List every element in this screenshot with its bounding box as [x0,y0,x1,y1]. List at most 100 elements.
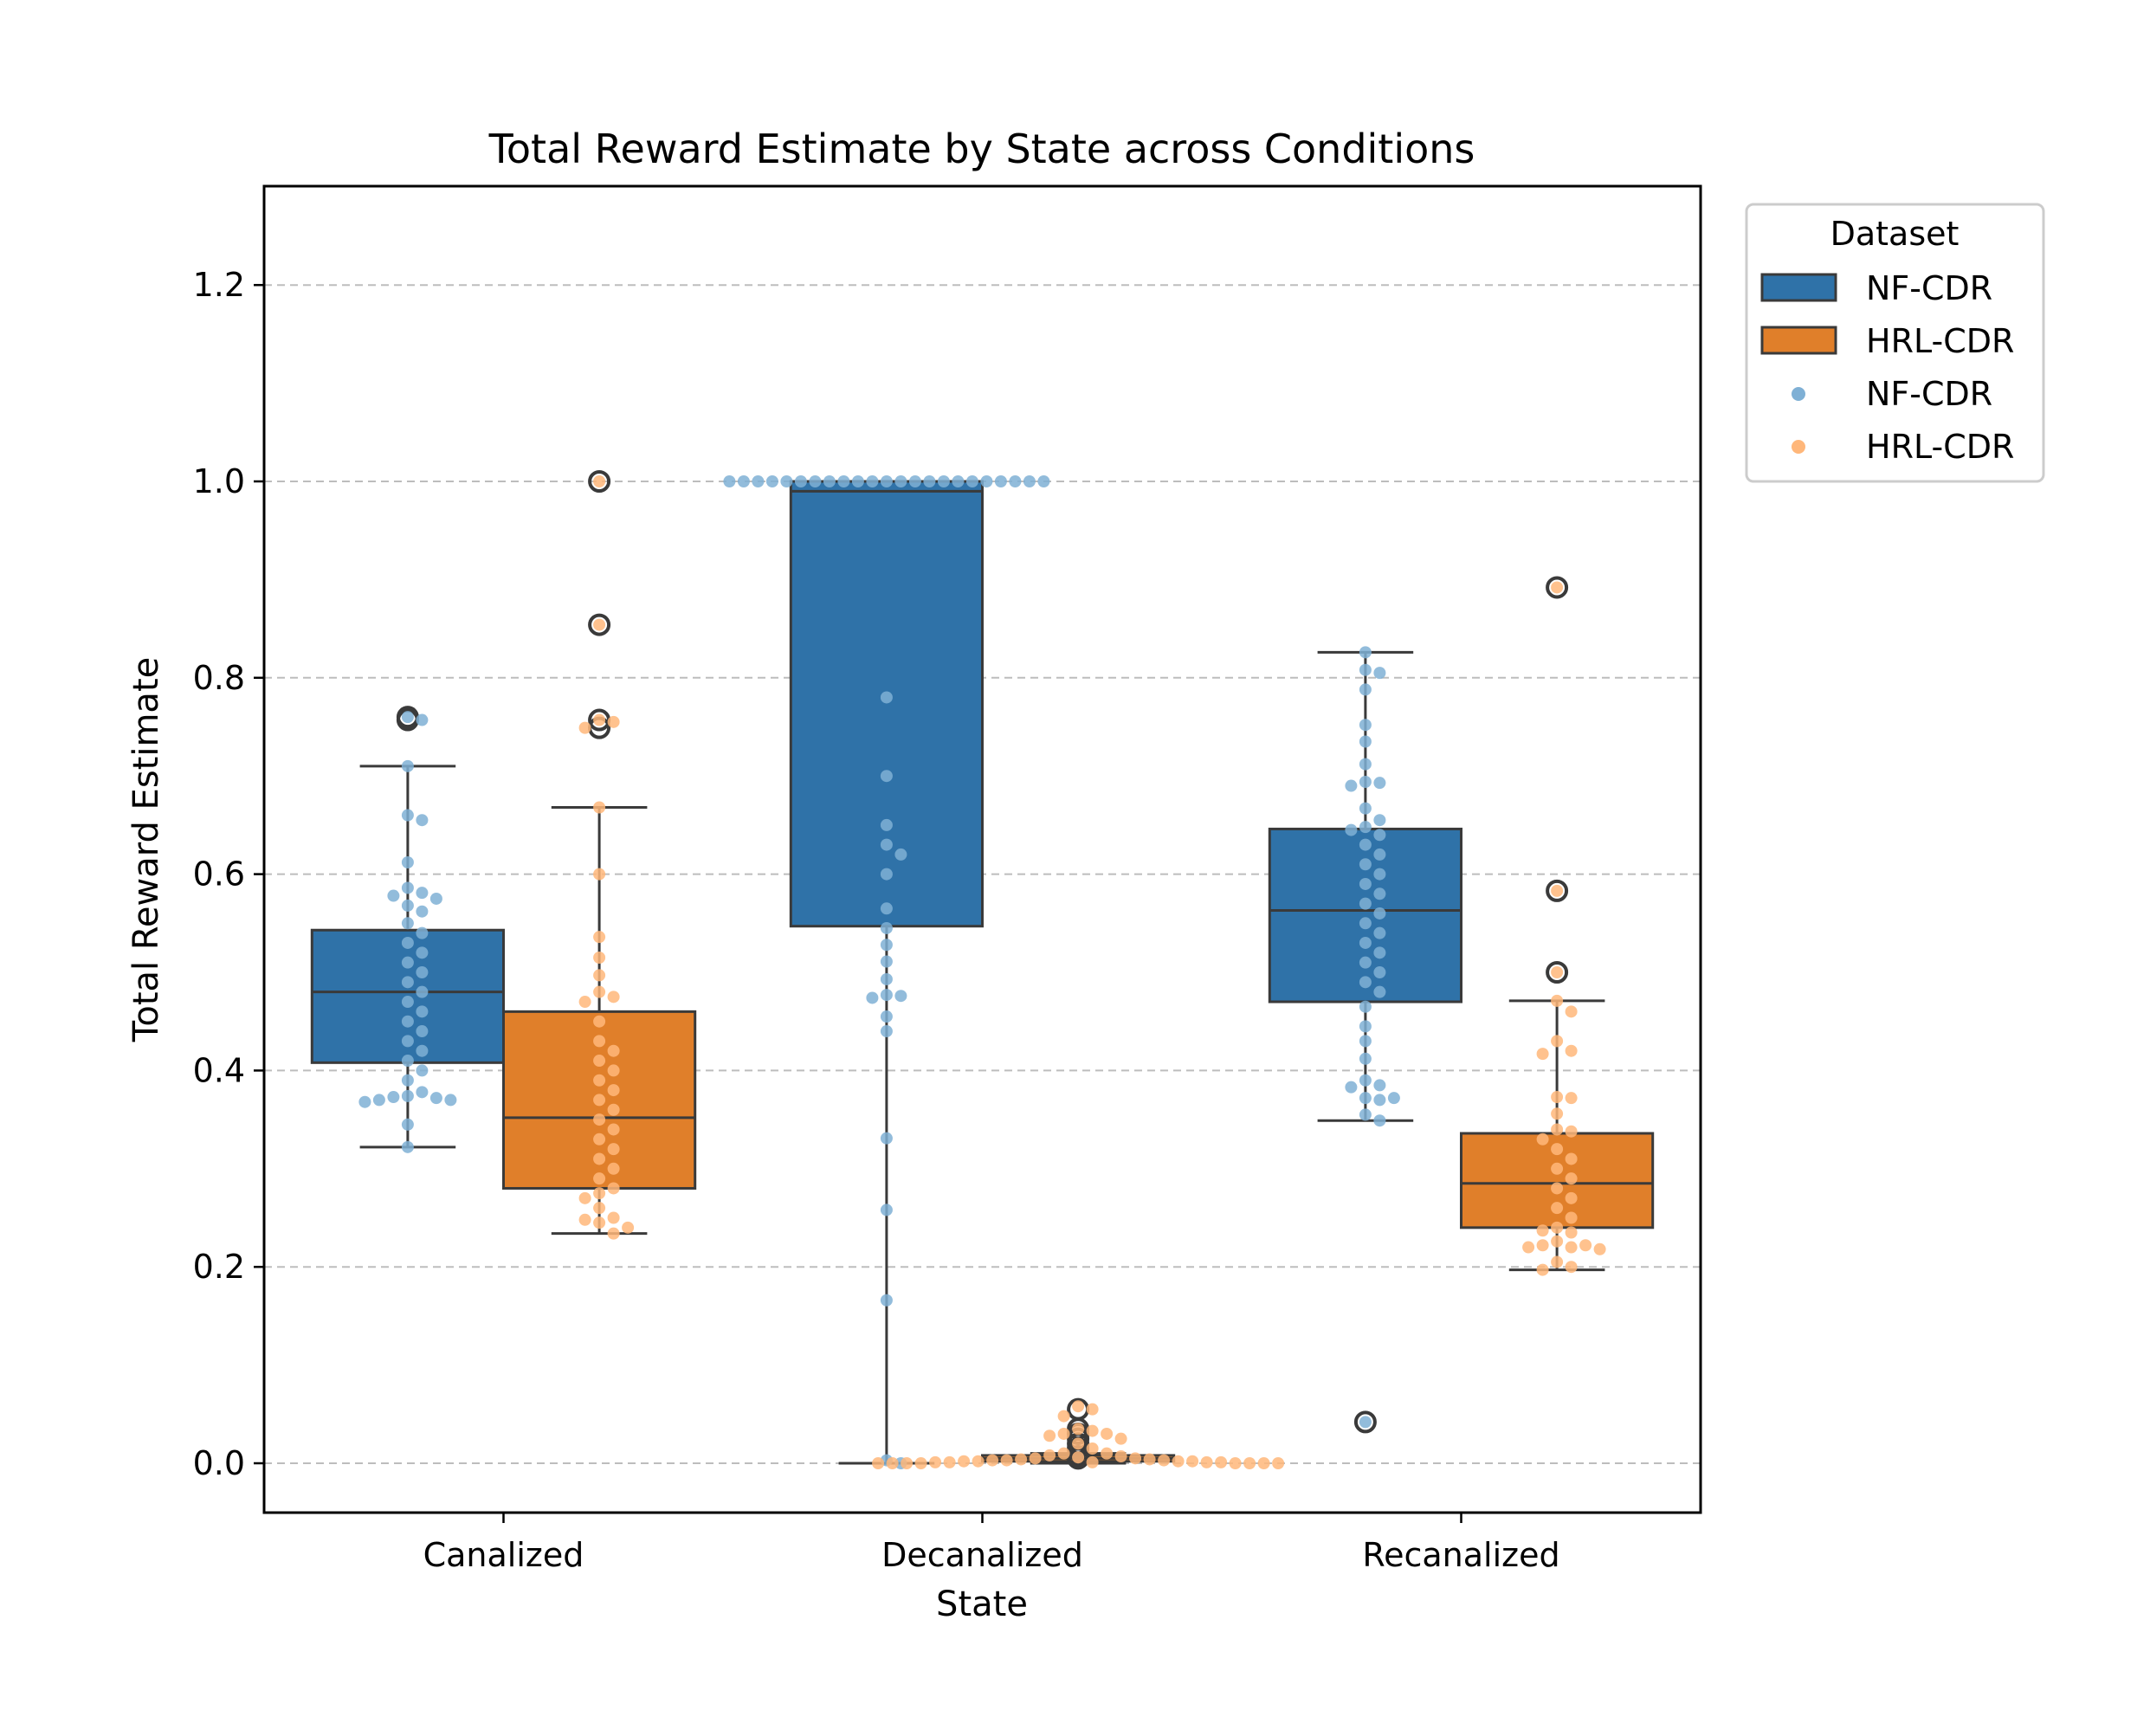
data-point-NF-CDR [416,1064,429,1077]
data-point-NF-CDR [752,475,765,487]
data-point-HRL-CDR [593,1015,606,1028]
data-point-NF-CDR [401,1074,414,1087]
data-point-NF-CDR [401,881,414,894]
data-point-HRL-CDR [943,1455,956,1468]
legend-entry: NF-CDR [1792,375,1992,413]
data-point-NF-CDR [1359,758,1372,771]
data-point-HRL-CDR [593,475,606,487]
data-point-NF-CDR [1359,1000,1372,1013]
data-point-HRL-CDR [1114,1450,1127,1463]
data-point-NF-CDR [1359,735,1372,748]
y-axis-ticks: 0.0 0.2 0.4 0.6 0.8 1.0 1.2 [193,266,264,1482]
data-point-HRL-CDR [1200,1455,1213,1468]
data-point-NF-CDR [1359,1035,1372,1048]
data-point-HRL-CDR [1072,1437,1085,1450]
data-point-NF-CDR [1359,976,1372,989]
data-point-NF-CDR [429,1092,442,1105]
data-point-NF-CDR [880,1132,893,1145]
data-point-HRL-CDR [593,1187,606,1200]
data-point-NF-CDR [851,475,864,487]
data-point-NF-CDR [908,475,921,487]
data-point-NF-CDR [880,972,893,985]
data-point-HRL-CDR [914,1457,927,1469]
legend: Dataset NF-CDR HRL-CDR NF-CDR HRL-CDR [1745,203,2045,483]
data-point-NF-CDR [401,1055,414,1068]
data-point-HRL-CDR [593,868,606,881]
legend-swatch-point [1792,387,1805,401]
data-point-HRL-CDR [1565,1044,1578,1057]
data-point-HRL-CDR [886,1457,899,1469]
box-NF-CDR-Decanalized [789,480,984,1465]
data-point-HRL-CDR [1565,1211,1578,1224]
data-point-HRL-CDR [1565,1152,1578,1165]
legend-label: NF-CDR [1866,269,1992,307]
data-point-HRL-CDR [1029,1452,1042,1465]
data-point-NF-CDR [880,818,893,831]
boxes [310,470,1655,1470]
data-point-HRL-CDR [1015,1453,1028,1466]
data-point-NF-CDR [1359,917,1372,930]
data-point-NF-CDR [1359,802,1372,815]
data-point-HRL-CDR [607,1162,620,1175]
data-point-NF-CDR [416,1044,429,1057]
data-point-HRL-CDR [1565,1191,1578,1204]
data-point-NF-CDR [994,475,1007,487]
data-point-NF-CDR [1373,1094,1386,1107]
data-point-HRL-CDR [1086,1403,1099,1416]
data-point-NF-CDR [1373,814,1386,827]
data-point-NF-CDR [1373,777,1386,790]
data-point-HRL-CDR [1101,1427,1114,1440]
data-point-HRL-CDR [607,1227,620,1240]
data-point-HRL-CDR [607,1143,620,1156]
legend-swatch-box [1760,273,1837,302]
data-point-NF-CDR [1359,897,1372,910]
y-tick-label: 0.6 [193,855,245,894]
outlier-marker [588,613,611,636]
outlier-marker [1546,879,1569,902]
data-point-HRL-CDR [578,721,591,734]
data-point-HRL-CDR [1551,966,1564,978]
data-point-HRL-CDR [1257,1457,1270,1469]
data-point-NF-CDR [401,956,414,969]
data-point-HRL-CDR [1172,1455,1185,1468]
data-point-HRL-CDR [1551,581,1564,594]
data-point-HRL-CDR [593,1055,606,1068]
data-point-HRL-CDR [607,1044,620,1057]
data-point-NF-CDR [1359,956,1372,969]
data-point-NF-CDR [1359,776,1372,789]
data-point-NF-CDR [937,475,950,487]
data-point-NF-CDR [416,985,429,998]
data-point-HRL-CDR [593,1172,606,1185]
data-point-NF-CDR [1373,667,1386,680]
data-point-HRL-CDR [1551,1143,1564,1156]
data-point-HRL-CDR [1043,1429,1056,1442]
data-point-NF-CDR [444,1094,457,1107]
data-point-NF-CDR [1359,719,1372,732]
data-point-NF-CDR [1009,475,1022,487]
data-point-HRL-CDR [1536,1239,1549,1252]
data-point-HRL-CDR [593,1113,606,1126]
data-point-HRL-CDR [607,1084,620,1097]
data-point-NF-CDR [1359,821,1372,834]
data-point-NF-CDR [416,966,429,978]
data-point-HRL-CDR [1086,1424,1099,1437]
data-point-HRL-CDR [607,1211,620,1224]
data-point-NF-CDR [416,905,429,918]
data-point-NF-CDR [1387,1092,1400,1105]
data-point-HRL-CDR [958,1455,971,1468]
legend-swatch-box [1760,326,1837,355]
data-point-NF-CDR [880,838,893,851]
data-point-NF-CDR [1359,663,1372,676]
data-point-NF-CDR [1373,985,1386,998]
data-point-HRL-CDR [593,1035,606,1048]
data-point-HRL-CDR [1565,1261,1578,1274]
data-point-HRL-CDR [1579,1239,1592,1252]
data-point-HRL-CDR [1551,884,1564,897]
data-point-NF-CDR [809,475,822,487]
data-point-NF-CDR [880,868,893,881]
legend-label: HRL-CDR [1866,322,2014,360]
swarm-points [358,475,1606,1469]
data-point-NF-CDR [980,475,993,487]
data-point-HRL-CDR [1057,1447,1070,1460]
data-point-NF-CDR [1359,1074,1372,1087]
